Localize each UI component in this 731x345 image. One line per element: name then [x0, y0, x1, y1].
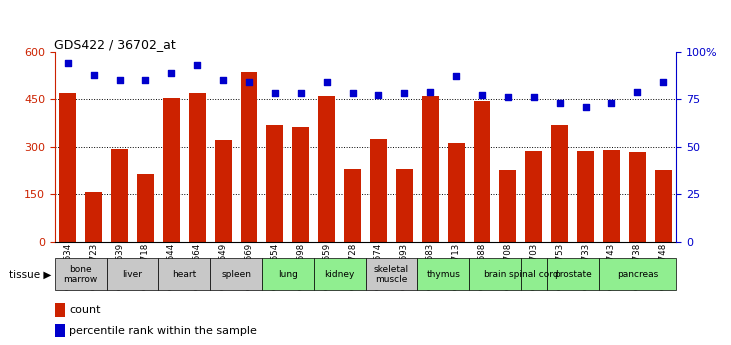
Text: thymus: thymus [426, 270, 460, 279]
Bar [267, 125, 284, 242]
Point [450, 73, 462, 79]
Text: kidney: kidney [325, 270, 355, 279]
Text: GDS422 / 36702_at: GDS422 / 36702_at [54, 38, 176, 51]
Text: brain: brain [483, 270, 507, 279]
Point [114, 77, 126, 83]
Bar [547, 258, 599, 290]
Point [346, 91, 358, 96]
Point [217, 77, 229, 83]
Bar [422, 96, 439, 242]
Bar [59, 93, 76, 241]
Bar [318, 96, 335, 242]
Bar [366, 258, 417, 290]
Text: spleen: spleen [221, 270, 251, 279]
Bar [159, 258, 211, 290]
Bar [629, 152, 645, 242]
Bar [137, 174, 154, 241]
Point [321, 79, 333, 85]
Bar [111, 149, 128, 241]
Bar [211, 258, 262, 290]
Bar [469, 258, 520, 290]
Bar [526, 151, 542, 241]
Bar [344, 169, 361, 242]
Bar [240, 72, 257, 242]
Bar [603, 150, 620, 241]
Point [140, 77, 151, 83]
Point [243, 79, 255, 85]
Text: tissue ▶: tissue ▶ [9, 269, 51, 279]
Bar [189, 93, 205, 241]
Point [398, 91, 410, 96]
Bar [521, 258, 547, 290]
Bar [55, 304, 65, 317]
Point [373, 92, 385, 98]
Bar [262, 258, 314, 290]
Point [88, 72, 99, 77]
Point [165, 70, 177, 75]
Bar [55, 324, 65, 337]
Bar [55, 258, 107, 290]
Bar [499, 170, 516, 242]
Point [554, 100, 566, 106]
Bar [396, 169, 413, 242]
Point [657, 79, 669, 85]
Bar [163, 98, 180, 241]
Point [528, 95, 539, 100]
Bar [551, 125, 568, 242]
Text: skeletal
muscle: skeletal muscle [374, 265, 409, 284]
Point [269, 91, 281, 96]
Text: pancreas: pancreas [617, 270, 658, 279]
Bar [577, 151, 594, 241]
Bar [314, 258, 366, 290]
Point [295, 91, 306, 96]
Bar [474, 101, 491, 242]
Text: bone
marrow: bone marrow [64, 265, 98, 284]
Point [502, 95, 514, 100]
Bar [107, 258, 159, 290]
Text: heart: heart [172, 270, 197, 279]
Bar [86, 191, 102, 242]
Text: lung: lung [278, 270, 298, 279]
Point [605, 100, 617, 106]
Bar [370, 139, 387, 241]
Bar [215, 140, 232, 242]
Point [192, 62, 203, 68]
Point [632, 89, 643, 94]
Text: prostate: prostate [554, 270, 591, 279]
Point [476, 92, 488, 98]
Text: liver: liver [123, 270, 143, 279]
Bar [599, 258, 676, 290]
Text: count: count [69, 305, 101, 315]
Text: percentile rank within the sample: percentile rank within the sample [69, 326, 257, 336]
Point [425, 89, 436, 94]
Bar [655, 170, 672, 242]
Bar [417, 258, 469, 290]
Point [62, 60, 74, 66]
Point [580, 104, 591, 109]
Bar [292, 127, 309, 242]
Text: spinal cord: spinal cord [509, 270, 558, 279]
Bar [447, 143, 464, 241]
